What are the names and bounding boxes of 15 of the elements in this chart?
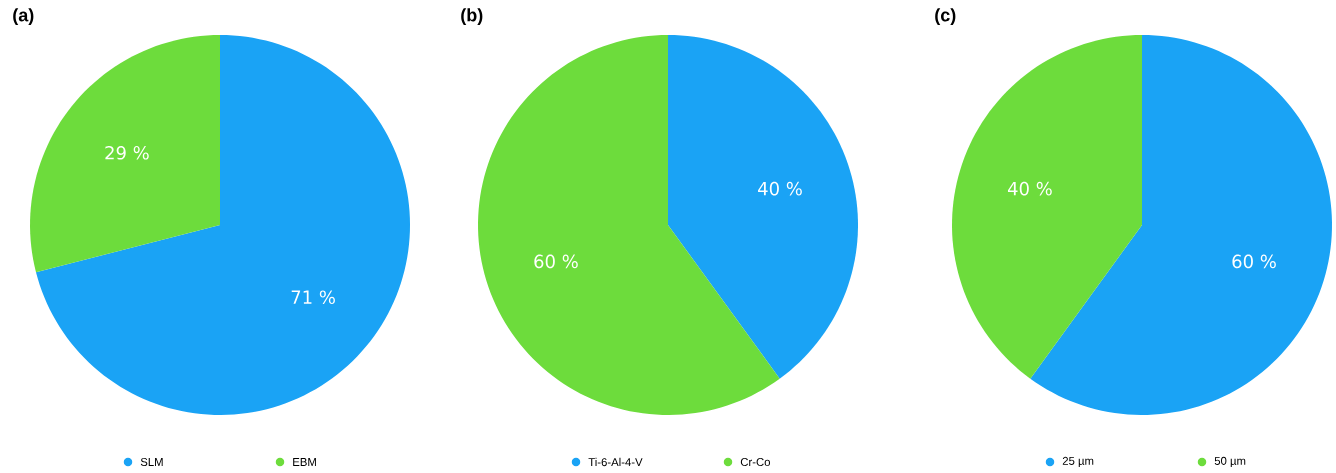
chart-title: (c) [935,8,956,26]
chart-title: (b) [461,8,483,26]
data-label: 29 % [105,145,149,160]
legend-label: Cr-Co [740,457,771,466]
legend-label: Ti-6-Al-4-V [588,457,643,467]
data-label: 60 % [534,254,578,269]
data-label: 40 % [1007,181,1052,196]
legend-label: 25 µm [1062,456,1094,468]
chart-title: (a) [13,8,34,26]
legend-label: SLM [140,457,163,466]
data-label: 60 % [1232,254,1276,269]
legend-label: EBM [293,458,316,466]
data-label: 40 % [758,181,802,196]
legend-label: 50 µm [1214,456,1246,468]
data-label: 71 % [291,290,335,304]
